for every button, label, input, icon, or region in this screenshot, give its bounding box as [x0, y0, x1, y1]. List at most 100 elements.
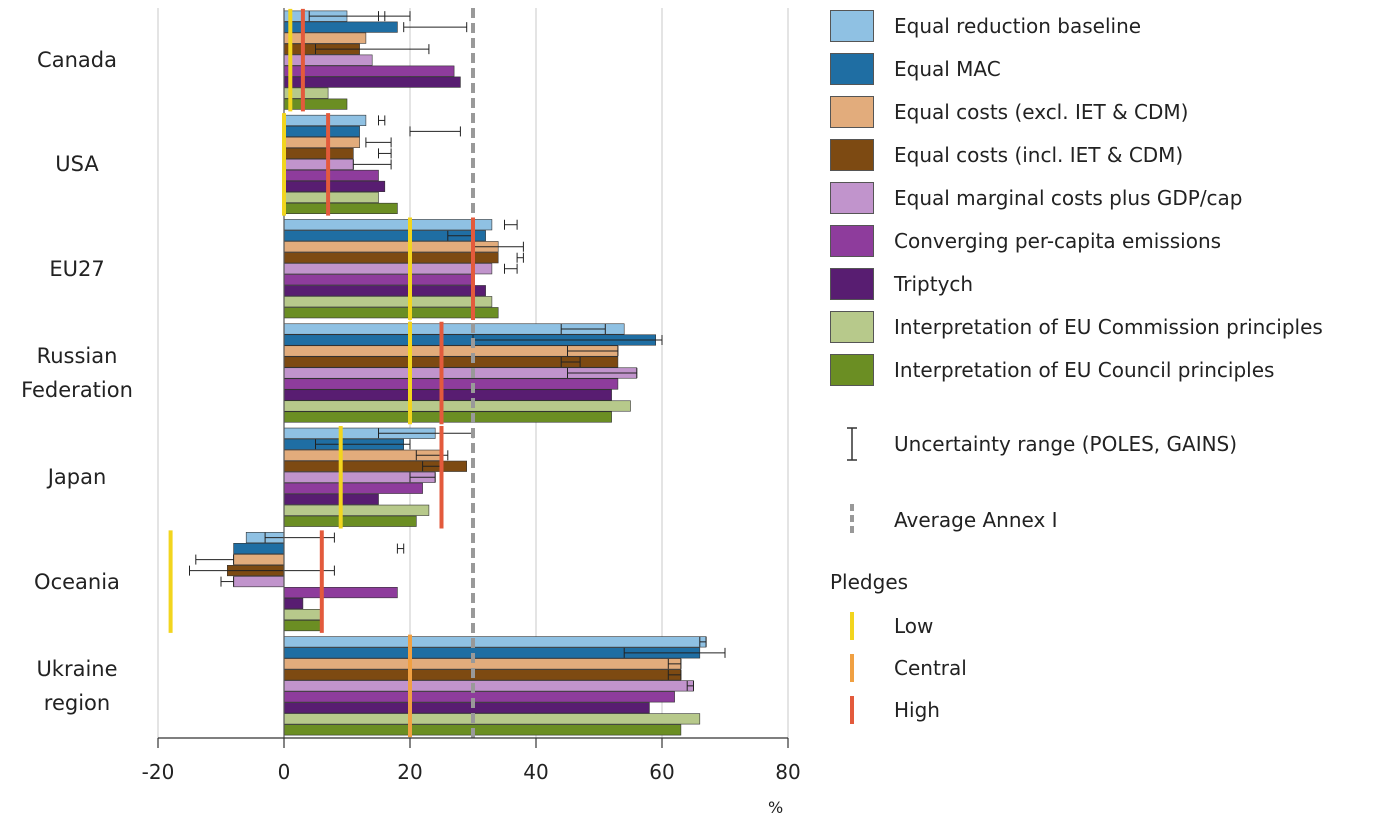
uncertainty-icon [847, 427, 857, 461]
legend-swatch [830, 268, 874, 300]
legend-uncertainty-label: Uncertainty range (POLES, GAINS) [894, 432, 1238, 456]
legend-label: Equal marginal costs plus GDP/cap [894, 186, 1243, 210]
dashed-line-icon [850, 504, 854, 536]
legend-average: Average Annex I [830, 502, 1370, 538]
bar [283, 136, 360, 148]
bar [233, 543, 285, 555]
region-label: Oceania [34, 569, 120, 594]
bar [283, 296, 493, 308]
bar [283, 598, 304, 610]
chart-plot [157, 8, 789, 748]
bar [283, 669, 682, 681]
bar [233, 576, 285, 588]
bar [283, 609, 323, 621]
bar [283, 32, 367, 44]
region-label: Russian Federation [21, 344, 133, 402]
x-tick-label: 60 [649, 760, 675, 784]
legend-swatch [830, 10, 874, 42]
legend-uncertainty: Uncertainty range (POLES, GAINS) [830, 426, 1370, 462]
legend-pledge-item: Low [830, 608, 1130, 644]
region-label: USA [55, 152, 99, 177]
legend-swatch [830, 182, 874, 214]
legend-swatch [830, 139, 874, 171]
bar [283, 680, 694, 692]
legend-pledge-label: Central [894, 656, 967, 680]
legend-item: Equal marginal costs plus GDP/cap [830, 180, 1370, 216]
legend-swatch [830, 311, 874, 343]
bar [283, 54, 373, 66]
x-tick-label: 0 [277, 760, 291, 784]
bar [283, 587, 398, 599]
bar [283, 202, 398, 214]
bar [283, 691, 675, 703]
legend-item: Equal reduction baseline [830, 8, 1370, 44]
bar [283, 378, 619, 390]
bar [283, 241, 499, 253]
bar [283, 252, 499, 264]
region-label: Ukraine region [36, 656, 118, 715]
pledge-line-icon [850, 696, 854, 724]
legend-label: Triptych [894, 272, 974, 296]
legend-pledges-title: Pledges [830, 570, 909, 594]
bar [283, 515, 417, 527]
legend-swatch [830, 96, 874, 128]
legend-label: Interpretation of EU Commission principl… [894, 315, 1323, 339]
bar [283, 658, 682, 670]
bar [283, 482, 423, 494]
legend-item: Equal costs (incl. IET & CDM) [830, 137, 1370, 173]
bar [283, 191, 379, 203]
x-tick-label: 40 [523, 760, 549, 784]
region-label: Japan [47, 465, 107, 490]
region-label: EU27 [49, 256, 105, 281]
legend-item: Equal MAC [830, 51, 1370, 87]
legend-swatch [830, 354, 874, 386]
legend-pledge-label: Low [894, 614, 934, 638]
bar [283, 493, 379, 505]
bar [283, 620, 323, 632]
bar [283, 504, 430, 516]
legend-label: Equal reduction baseline [894, 14, 1142, 38]
bar [283, 400, 631, 412]
bar [283, 169, 379, 181]
legend-label: Equal costs (incl. IET & CDM) [894, 143, 1184, 167]
legend-pledge-label: High [894, 698, 940, 722]
bar [283, 180, 386, 192]
legend-pledge-item: Central [830, 650, 1130, 686]
x-tick-label: 20 [397, 760, 423, 784]
bar [283, 307, 499, 319]
legend-label: Equal MAC [894, 57, 1001, 81]
legend-label: Converging per-capita emissions [894, 229, 1222, 253]
legend-swatch [830, 225, 874, 257]
bar [283, 724, 682, 736]
region-label: Canada [37, 48, 117, 73]
bar [283, 65, 455, 77]
bar [283, 713, 701, 725]
bar [283, 147, 354, 159]
bar [283, 98, 348, 110]
legend-pledge-item: High [830, 692, 1130, 728]
x-tick-label: 80 [775, 760, 801, 784]
bar [283, 274, 474, 286]
legend-item: Interpretation of EU Commission principl… [830, 309, 1370, 345]
bar [283, 411, 612, 423]
bar [283, 219, 493, 231]
bar [283, 263, 493, 275]
bar [283, 114, 367, 126]
bar [283, 158, 354, 170]
legend-item: Converging per-capita emissions [830, 223, 1370, 259]
x-axis-unit: % [768, 798, 784, 817]
bar [283, 636, 707, 648]
x-tick-label: -20 [141, 760, 175, 784]
legend-item: Triptych [830, 266, 1370, 302]
legend-label: Equal costs (excl. IET & CDM) [894, 100, 1189, 124]
bar [233, 554, 285, 566]
legend-average-label: Average Annex I [894, 508, 1058, 532]
pledge-line-icon [850, 612, 854, 640]
bar [283, 702, 650, 714]
legend-label: Interpretation of EU Council principles [894, 358, 1275, 382]
legend-item: Equal costs (excl. IET & CDM) [830, 94, 1370, 130]
bar [283, 285, 486, 297]
bar [283, 76, 461, 88]
bar [283, 125, 360, 137]
bar [283, 389, 612, 401]
